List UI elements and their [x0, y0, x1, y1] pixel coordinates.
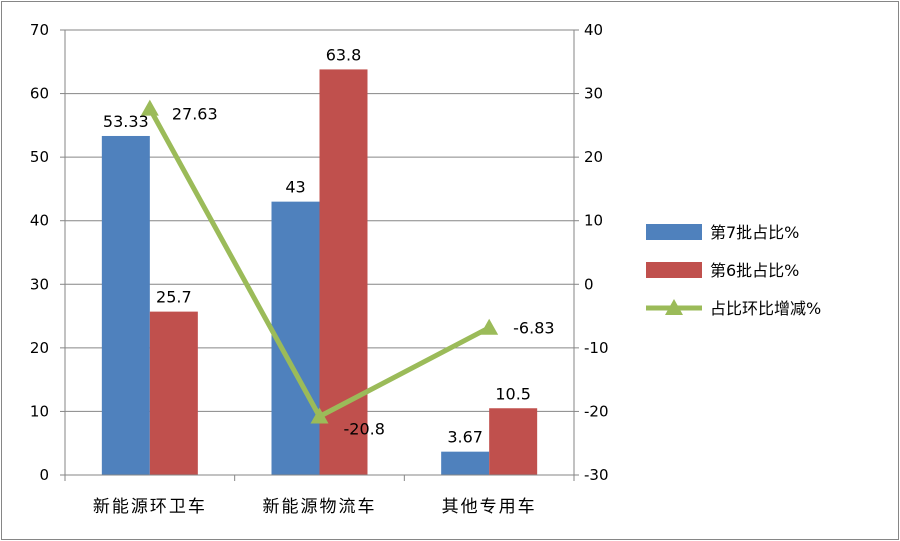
- left-tick-label: 70: [30, 21, 49, 39]
- line-value-label: -20.8: [344, 420, 385, 439]
- right-tick-label: 10: [584, 212, 603, 230]
- left-tick-label: 60: [30, 85, 49, 103]
- left-tick-label: 10: [30, 402, 49, 420]
- left-tick-label: 30: [30, 275, 49, 293]
- bar: [441, 451, 490, 475]
- line-marker-triangle: [310, 407, 329, 424]
- right-tick-label: -10: [584, 339, 609, 357]
- right-tick-label: -30: [584, 466, 609, 484]
- legend-swatch-series-1: [646, 224, 702, 240]
- right-tick-label: 0: [584, 275, 594, 293]
- legend-label-series-1: 第7批占比%: [710, 223, 799, 242]
- bar: [489, 408, 538, 475]
- bar-value-label: 63.8: [326, 45, 362, 64]
- category-label: 其他专用车: [442, 497, 537, 517]
- bar: [319, 69, 368, 476]
- right-tick-label: 30: [584, 85, 603, 103]
- right-tick-label: 40: [584, 21, 603, 39]
- axes: [64, 30, 575, 476]
- bar: [101, 135, 150, 475]
- line-series: [140, 99, 499, 424]
- category-label: 新能源物流车: [263, 497, 377, 517]
- legend-swatch-series-2: [646, 262, 702, 278]
- tick-labels: 0 10 20 30 40 50 60 70 -30 -20 -10 0 10 20 30 40 新能源环卫车 新…: [30, 21, 609, 517]
- left-tick-label: 0: [39, 466, 49, 484]
- bar-value-label: 25.7: [156, 288, 192, 307]
- left-tick-label: 40: [30, 212, 49, 230]
- legend-triangle-icon: [665, 299, 683, 315]
- line-value-label: -6.83: [513, 319, 554, 338]
- legend-label-series-3b: 占比环比增减%: [710, 299, 821, 318]
- bar: [271, 201, 320, 475]
- legend: 第7批占比% 第6批占比% 占比环比增减%: [646, 223, 821, 318]
- bar: [149, 311, 198, 475]
- right-tick-label: -20: [584, 402, 609, 420]
- bar-value-label: 10.5: [495, 384, 531, 403]
- legend-label-series-3: 第6批占比%: [710, 261, 799, 280]
- left-tick-label: 50: [30, 148, 49, 166]
- bar-value-label: 43: [285, 178, 305, 197]
- data-labels: 53.33 43 3.67 25.7 63.8 10.5 27.63 -20.8 -6.83: [103, 45, 555, 446]
- bar-value-label: 3.67: [447, 428, 483, 447]
- line-value-label: 27.63: [172, 105, 218, 124]
- bars: [101, 69, 538, 476]
- right-tick-label: 20: [584, 148, 603, 166]
- left-tick-label: 20: [30, 339, 49, 357]
- line-marker-triangle: [480, 318, 499, 335]
- category-label: 新能源环卫车: [93, 497, 207, 517]
- bar-value-label: 53.33: [103, 112, 149, 131]
- line-marker-triangle: [140, 99, 159, 116]
